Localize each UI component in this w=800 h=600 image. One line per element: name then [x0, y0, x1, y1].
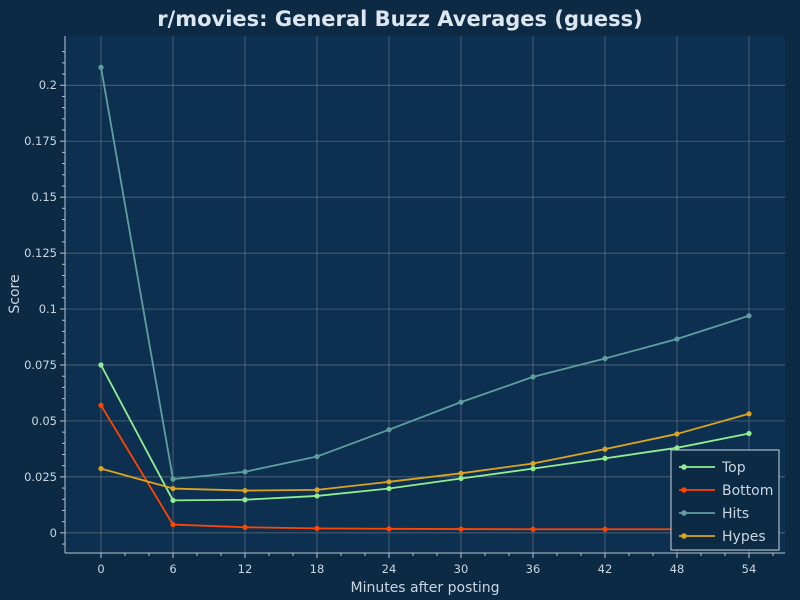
data-point: [602, 446, 608, 452]
y-tick-label: 0.025: [24, 470, 57, 484]
y-tick-label: 0.15: [31, 190, 57, 204]
data-point: [314, 525, 320, 531]
x-tick-label: 42: [598, 562, 613, 576]
legend-swatch-marker: [681, 464, 687, 470]
legend-item-hypes: Hypes: [679, 529, 766, 545]
series-line: [100, 412, 750, 492]
data-point: [98, 64, 104, 70]
data-point: [386, 427, 392, 433]
data-point: [314, 487, 320, 493]
data-point: [458, 470, 464, 476]
x-tick-label: 30: [454, 562, 469, 576]
data-point: [314, 453, 320, 460]
data-point: [98, 402, 104, 408]
data-point: [674, 431, 680, 437]
data-point: [242, 497, 248, 503]
data-point: [98, 362, 104, 368]
series-line: [100, 364, 750, 502]
x-tick-label: 48: [670, 562, 685, 576]
data-point: [674, 336, 680, 342]
data-point: [458, 526, 464, 532]
data-point: [746, 313, 752, 319]
x-tick-label: 18: [310, 562, 325, 576]
legend-item-bottom: Bottom: [679, 483, 773, 499]
y-axis-label: Score: [7, 274, 23, 313]
data-point: [98, 466, 104, 472]
data-point: [530, 374, 536, 380]
x-axis-label: Minutes after posting: [350, 580, 499, 596]
data-point: [314, 493, 320, 499]
y-tick-label: 0.175: [24, 134, 57, 148]
legend-swatch-marker: [681, 533, 687, 539]
axes: [64, 36, 785, 554]
data-point: [602, 526, 608, 532]
data-point: [458, 399, 464, 405]
data-point: [242, 524, 248, 530]
data-point: [170, 476, 176, 482]
data-point: [530, 526, 536, 532]
data-point: [602, 455, 608, 461]
chart-title: r/movies: General Buzz Averages (guess): [157, 7, 643, 31]
data-point: [386, 485, 392, 492]
legend-label: Hits: [722, 506, 749, 522]
data-point: [170, 521, 176, 528]
legend-label: Top: [721, 460, 746, 476]
data-point: [386, 479, 392, 485]
data-point: [746, 411, 752, 417]
data-point: [530, 466, 536, 472]
x-tick-label: 54: [742, 562, 757, 576]
series-hypes: [98, 411, 752, 494]
data-point: [170, 497, 176, 504]
data-point: [170, 485, 176, 492]
legend-label: Bottom: [722, 483, 773, 499]
series-line: [100, 404, 749, 531]
data-point: [242, 487, 248, 494]
data-point: [746, 430, 752, 437]
y-tick-label: 0.1: [39, 302, 57, 316]
series-hits: [98, 64, 752, 482]
x-tick-label: 36: [526, 562, 541, 576]
x-tick-label: 6: [169, 562, 176, 576]
legend-item-top: Top: [679, 460, 746, 476]
data-point: [602, 355, 608, 362]
legend-item-hits: Hits: [679, 506, 749, 522]
data-point: [242, 469, 248, 475]
data-point: [674, 445, 680, 451]
y-tick-label: 0.05: [31, 414, 57, 428]
series-line: [100, 67, 750, 481]
legend-swatch-marker: [681, 510, 687, 516]
x-tick-label: 0: [97, 562, 104, 576]
x-tick-label: 24: [382, 562, 397, 576]
series-layer: [98, 64, 752, 532]
legend: Top Bottom Hits Hypes: [670, 449, 780, 551]
plot-area: [65, 36, 785, 553]
y-tick-label: 0.075: [24, 358, 57, 372]
legend-swatch-marker: [681, 487, 687, 493]
series-top: [98, 362, 752, 504]
legend-label: Hypes: [722, 529, 766, 545]
ticks: 0 6 12 18 24 30 36 42 48 54 0 0.025 0.05 0.075 0.1 0.12…: [24, 51, 774, 576]
y-tick-label: 0.2: [39, 78, 57, 92]
x-tick-label: 12: [238, 562, 253, 576]
data-point: [530, 460, 536, 467]
data-point: [458, 475, 464, 482]
y-tick-label: 0: [50, 526, 57, 540]
y-tick-label: 0.125: [24, 246, 57, 260]
data-point: [386, 526, 392, 532]
